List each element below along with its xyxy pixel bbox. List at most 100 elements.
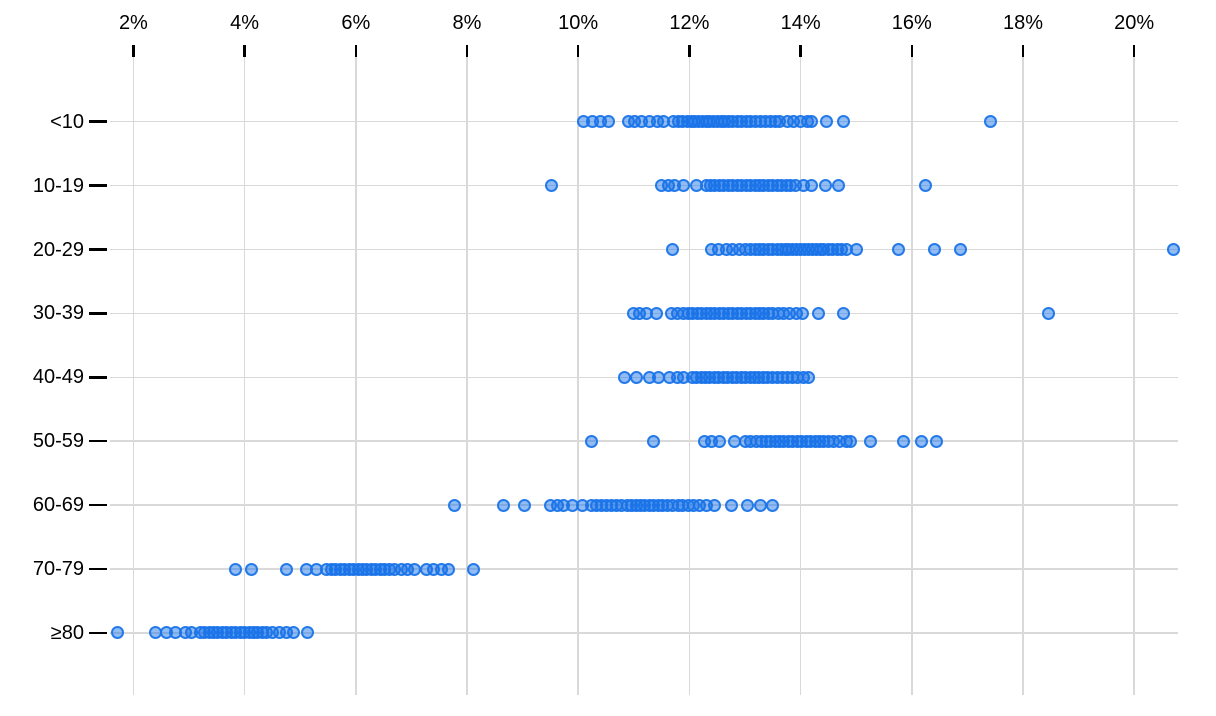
data-point: [630, 370, 644, 384]
gridline-vertical: [466, 57, 468, 695]
data-point: [496, 498, 510, 512]
x-axis-tick: [688, 45, 691, 57]
x-axis-tick: [243, 45, 246, 57]
data-point: [1041, 306, 1055, 320]
y-axis-tick: [89, 248, 107, 251]
x-axis-tick-label: 14%: [780, 12, 821, 34]
gridline-vertical: [1133, 57, 1135, 695]
data-point: [849, 243, 863, 256]
data-point: [287, 626, 301, 640]
y-axis-tick: [89, 184, 107, 187]
y-axis-category-label: 20-29: [32, 238, 84, 261]
data-point: [666, 243, 680, 256]
y-axis-tick: [89, 376, 107, 379]
x-axis-tick-label: 12%: [669, 12, 710, 34]
data-point: [280, 562, 294, 576]
data-point: [811, 306, 825, 320]
data-point: [228, 562, 242, 576]
data-point: [766, 498, 780, 512]
data-point: [646, 434, 660, 448]
data-point: [677, 179, 691, 193]
data-point: [953, 243, 967, 256]
y-axis-tick: [89, 120, 107, 123]
y-axis-tick: [89, 312, 107, 315]
data-point: [466, 562, 480, 576]
y-axis-category-label: 10-19: [32, 174, 84, 197]
y-axis-tick: [89, 503, 107, 507]
data-point: [983, 115, 997, 129]
data-point: [802, 370, 816, 384]
y-axis-tick: [89, 439, 107, 443]
x-axis-tick-label: 4%: [230, 12, 260, 34]
x-axis-tick-label: 10%: [558, 12, 599, 34]
data-point: [820, 115, 834, 129]
data-point: [927, 243, 941, 256]
x-axis-tick-label: 8%: [452, 12, 482, 34]
data-point: [795, 306, 809, 320]
gridline-vertical: [355, 57, 357, 695]
data-point: [843, 434, 857, 448]
data-point: [301, 626, 315, 640]
data-point: [518, 498, 532, 512]
gridline-horizontal: [110, 440, 1178, 442]
gridline-vertical: [1022, 57, 1024, 695]
gridline-horizontal: [110, 184, 1178, 187]
gridline-vertical: [577, 57, 579, 695]
data-point: [741, 498, 755, 512]
y-axis-category-label: 30-39: [32, 302, 84, 325]
data-point: [650, 306, 664, 320]
gridline-horizontal: [110, 568, 1178, 570]
data-point: [407, 562, 421, 576]
data-point: [831, 179, 845, 193]
gridline-horizontal: [110, 248, 1178, 251]
x-axis-tick: [1132, 45, 1136, 57]
data-point: [442, 562, 456, 576]
x-axis-tick-label: 16%: [891, 12, 932, 34]
y-axis-tick: [89, 631, 107, 635]
data-point: [836, 115, 850, 129]
data-point: [602, 115, 616, 129]
y-axis-category-label: 60-69: [32, 494, 84, 517]
data-point: [713, 434, 727, 448]
y-axis-tick: [89, 567, 107, 571]
y-axis-category-label: 50-59: [32, 430, 84, 453]
x-axis-tick: [576, 45, 580, 57]
x-axis-tick: [910, 45, 914, 57]
data-point: [753, 498, 767, 512]
data-point: [448, 498, 462, 512]
data-point: [863, 434, 877, 448]
data-point: [724, 498, 738, 512]
data-point: [244, 562, 258, 576]
data-point: [930, 434, 944, 448]
data-point: [891, 243, 905, 256]
x-axis-tick: [1021, 45, 1025, 57]
gridline-vertical: [243, 57, 246, 695]
gridline-vertical: [911, 57, 913, 695]
y-axis-category-label: 70-79: [32, 558, 84, 580]
y-axis-category-label: ≥80: [50, 621, 84, 644]
data-point: [707, 498, 721, 512]
data-point: [805, 115, 819, 129]
x-axis-tick: [799, 45, 802, 57]
data-point: [836, 306, 850, 320]
gridline-horizontal: [110, 632, 1178, 634]
data-point: [919, 179, 933, 193]
data-point: [545, 179, 558, 193]
data-point: [915, 434, 929, 448]
data-point: [804, 179, 818, 193]
x-axis-tick: [465, 45, 469, 57]
x-axis-tick-label: 6%: [341, 12, 371, 34]
data-point: [1166, 243, 1180, 256]
y-axis-category-label: 40-49: [32, 366, 84, 389]
data-point: [896, 434, 910, 448]
data-point: [585, 434, 599, 448]
x-axis-tick-label: 2%: [118, 12, 148, 34]
x-axis-tick-label: 18%: [1002, 12, 1044, 34]
data-point: [110, 626, 124, 640]
x-axis-tick: [132, 45, 135, 57]
x-axis-tick: [354, 45, 358, 57]
y-axis-category-label: <10: [50, 110, 84, 133]
data-point: [819, 179, 833, 193]
gridline-vertical: [132, 57, 135, 695]
